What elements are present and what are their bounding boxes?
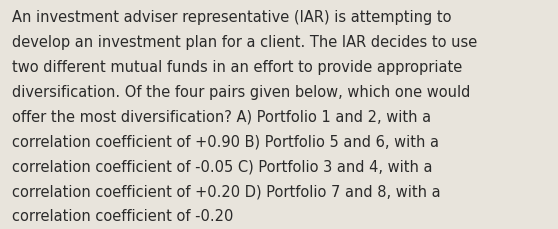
Text: correlation coefficient of -0.05 C) Portfolio 3 and 4, with a: correlation coefficient of -0.05 C) Port…: [12, 159, 433, 174]
Text: correlation coefficient of +0.90 B) Portfolio 5 and 6, with a: correlation coefficient of +0.90 B) Port…: [12, 134, 439, 149]
Text: An investment adviser representative (IAR) is attempting to: An investment adviser representative (IA…: [12, 10, 452, 25]
Text: develop an investment plan for a client. The IAR decides to use: develop an investment plan for a client.…: [12, 35, 478, 50]
Text: two different mutual funds in an effort to provide appropriate: two different mutual funds in an effort …: [12, 60, 463, 75]
Text: offer the most diversification? A) Portfolio 1 and 2, with a: offer the most diversification? A) Portf…: [12, 109, 431, 124]
Text: correlation coefficient of -0.20: correlation coefficient of -0.20: [12, 208, 234, 223]
Text: diversification. Of the four pairs given below, which one would: diversification. Of the four pairs given…: [12, 85, 470, 99]
Text: correlation coefficient of +0.20 D) Portfolio 7 and 8, with a: correlation coefficient of +0.20 D) Port…: [12, 183, 441, 198]
